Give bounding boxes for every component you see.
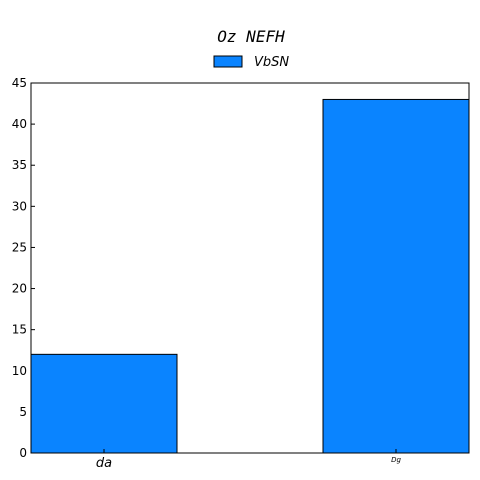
- y-tick-label: 15: [12, 323, 27, 337]
- y-tick-label: 20: [12, 282, 27, 296]
- legend: VbSN: [213, 55, 289, 70]
- bars: [30, 98, 470, 454]
- chart-title: Oz NEFH: [217, 27, 285, 46]
- x-tick-label: Dg: [391, 456, 401, 464]
- y-tick-label: 30: [12, 199, 27, 213]
- legend-label: VbSN: [254, 55, 289, 70]
- legend-swatch: [213, 55, 243, 68]
- y-tick-label: 35: [12, 158, 27, 172]
- y-axis: 0 5 10 15 20 25 30 35 40 45: [12, 76, 35, 460]
- y-tick-label: 45: [12, 76, 27, 90]
- bar-da: [30, 353, 178, 454]
- y-tick-label: 25: [12, 240, 27, 254]
- x-axis: da Dg: [96, 449, 401, 471]
- bar-Dg: [322, 98, 470, 454]
- y-tick-label: 0: [19, 446, 27, 460]
- y-tick-label: 5: [19, 405, 27, 419]
- y-tick-label: 40: [12, 117, 27, 131]
- y-tick-label: 10: [12, 364, 27, 378]
- plot-frame: [30, 82, 470, 454]
- x-tick-label: da: [96, 456, 112, 471]
